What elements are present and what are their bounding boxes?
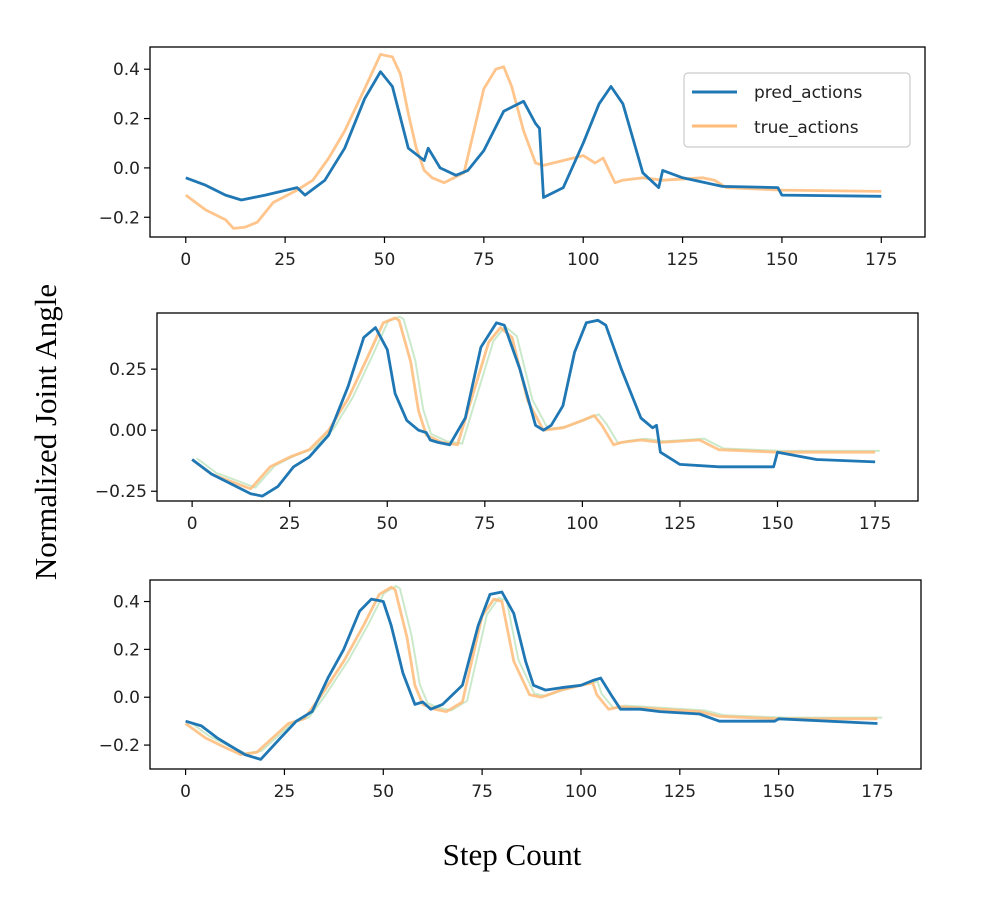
x-tick-label: 75 <box>473 250 495 270</box>
y-tick-label: 0.25 <box>109 360 147 380</box>
x-tick-label: 100 <box>566 514 598 534</box>
y-tick-label: 0.0 <box>113 159 140 179</box>
legend-label-true: true_actions <box>754 118 859 138</box>
x-tick-label: 0 <box>187 514 198 534</box>
x-tick-label: 150 <box>762 782 794 802</box>
x-tick-label: 50 <box>376 514 398 534</box>
y-tick-label: −0.2 <box>99 736 140 756</box>
x-tick-label: 50 <box>372 782 394 802</box>
x-tick-label: 50 <box>374 250 396 270</box>
x-tick-label: 125 <box>664 514 696 534</box>
x-tick-label: 100 <box>565 782 597 802</box>
x-tick-label: 175 <box>859 514 891 534</box>
series-line-pred_actions-2 <box>185 590 878 761</box>
x-tick-label: 0 <box>180 250 191 270</box>
y-tick-label: 0.4 <box>113 60 140 80</box>
series-line-pred_actions-1 <box>191 318 876 498</box>
x-tick-label: 75 <box>474 514 496 534</box>
legend: pred_actions true_actions <box>683 72 911 148</box>
subplot-top: 0 25 50 75 100 125 150 175 −0.2 0.0 0.2 0.4 <box>99 46 926 270</box>
series-line-faint-2 <box>189 584 883 755</box>
y-tick-label: 0.2 <box>113 640 140 660</box>
series-line-pred_actions-0 <box>185 70 882 202</box>
y-tick-label: −0.25 <box>95 482 147 502</box>
x-tick-label: 175 <box>861 782 893 802</box>
axes-frame-0 <box>149 46 926 238</box>
subplot-middle: 0 25 50 75 100 125 150 175 −0.25 0.00 0.25 <box>95 312 919 534</box>
y-tick-label: −0.2 <box>99 208 140 228</box>
x-tick-label: 150 <box>766 250 798 270</box>
x-tick-label: 100 <box>567 250 599 270</box>
axes-frame-2 <box>149 579 922 770</box>
x-tick-label: 25 <box>274 782 296 802</box>
axes-frame-1 <box>156 312 919 502</box>
y-axis-title: Normalized Joint Angle <box>28 284 63 580</box>
x-tick-label: 175 <box>865 250 897 270</box>
x-tick-label: 0 <box>180 782 191 802</box>
x-tick-label: 25 <box>274 250 296 270</box>
x-tick-label: 125 <box>666 250 698 270</box>
x-tick-label: 150 <box>761 514 793 534</box>
x-axis-title: Step Count <box>443 837 582 872</box>
y-tick-label: 0.00 <box>109 421 147 441</box>
x-tick-label: 125 <box>664 782 696 802</box>
y-tick-label: 0.0 <box>113 688 140 708</box>
y-tick-label: 0.2 <box>113 110 140 130</box>
series-line-true_actions-2 <box>184 585 878 756</box>
x-tick-label: 75 <box>471 782 493 802</box>
x-tick-label: 25 <box>279 514 301 534</box>
subplot-bottom: 0 25 50 75 100 125 150 175 −0.2 0.0 0.2 0.4 <box>99 579 922 802</box>
legend-frame <box>683 72 911 148</box>
legend-label-pred: pred_actions <box>754 83 862 103</box>
y-tick-label: 0.4 <box>113 593 140 613</box>
